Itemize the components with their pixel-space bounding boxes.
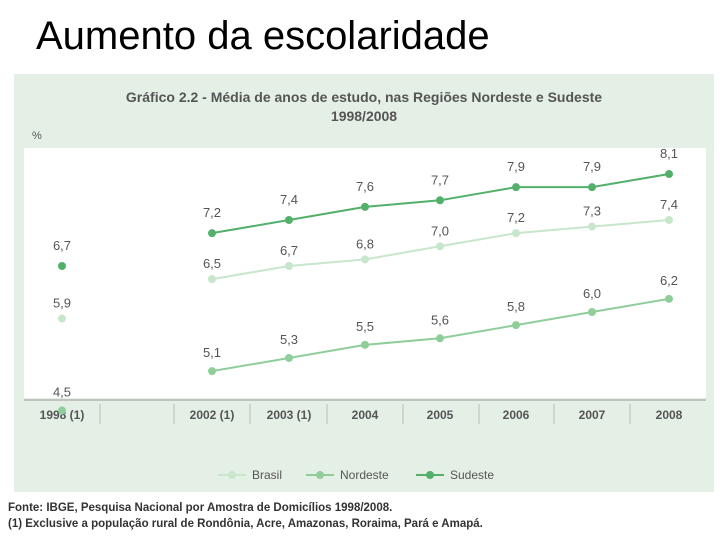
legend-label: Brasil — [252, 468, 282, 482]
data-label-sudeste: 6,7 — [53, 238, 71, 253]
data-point-nordeste — [208, 367, 216, 376]
data-point-brasil — [436, 242, 444, 251]
x-tick-label: 2003 (1) — [267, 408, 312, 422]
data-label-sudeste: 7,7 — [431, 172, 449, 187]
legend-swatch-marker — [316, 471, 324, 479]
data-label-brasil: 7,0 — [431, 223, 449, 238]
data-point-nordeste — [285, 353, 293, 362]
data-label-brasil: 7,3 — [583, 204, 601, 219]
data-point-sudeste — [58, 262, 66, 270]
data-label-brasil: 6,8 — [356, 236, 374, 251]
slide-title: Aumento da escolaridade — [36, 14, 490, 58]
x-tick-label: 2005 — [427, 408, 454, 422]
data-point-sudeste — [665, 170, 673, 179]
data-point-sudeste — [512, 183, 520, 192]
data-label-nordeste: 5,8 — [507, 299, 525, 314]
data-label-nordeste: 5,5 — [356, 319, 374, 334]
data-label-nordeste: 5,6 — [431, 312, 449, 327]
data-label-nordeste: 4,5 — [53, 385, 71, 400]
data-point-nordeste — [588, 307, 596, 316]
legend-swatch-marker — [228, 471, 236, 479]
x-tick-label: 2004 — [352, 408, 379, 422]
chart-footer: Fonte: IBGE, Pesquisa Nacional por Amost… — [8, 500, 483, 532]
data-point-brasil — [512, 229, 520, 238]
x-tick-label: 2002 (1) — [190, 408, 235, 422]
data-point-nordeste — [512, 321, 520, 330]
source-note: Fonte: IBGE, Pesquisa Nacional por Amost… — [8, 502, 393, 514]
data-label-sudeste: 7,9 — [507, 159, 525, 174]
data-label-nordeste: 5,3 — [280, 332, 298, 347]
data-label-brasil: 5,9 — [53, 296, 71, 311]
data-point-brasil — [58, 314, 66, 323]
data-point-brasil — [665, 216, 673, 225]
data-point-nordeste — [361, 340, 369, 349]
x-tick-label: 2007 — [579, 408, 606, 422]
data-point-brasil — [361, 255, 369, 264]
data-point-brasil — [208, 275, 216, 284]
data-point-sudeste — [361, 202, 369, 211]
data-label-sudeste: 8,1 — [660, 146, 678, 161]
data-point-sudeste — [285, 216, 293, 225]
data-label-sudeste: 7,9 — [583, 159, 601, 174]
data-label-nordeste: 6,2 — [660, 273, 678, 288]
data-point-brasil — [588, 222, 596, 231]
data-label-brasil: 6,5 — [203, 256, 221, 271]
data-point-brasil — [285, 262, 293, 270]
data-label-sudeste: 7,2 — [203, 205, 221, 220]
data-label-brasil: 7,2 — [507, 210, 525, 225]
data-label-brasil: 7,4 — [660, 197, 678, 212]
legend-swatch-marker — [426, 471, 434, 479]
chart-subtitle: 1998/2008 — [330, 108, 398, 124]
data-point-sudeste — [208, 229, 216, 238]
x-tick-label: 2008 — [656, 408, 683, 422]
x-tick-label: 2006 — [503, 408, 530, 422]
footnote: (1) Exclusive a população rural de Rondô… — [8, 518, 483, 530]
chart-title: Gráfico 2.2 - Média de anos de estudo, n… — [125, 89, 603, 105]
data-label-nordeste: 6,0 — [583, 286, 601, 301]
chart-title-block: Gráfico 2.2 - Média de anos de estudo, n… — [14, 88, 714, 126]
data-label-nordeste: 5,1 — [203, 345, 221, 360]
data-label-sudeste: 7,6 — [356, 179, 374, 194]
y-axis-unit: % — [32, 130, 42, 142]
x-tick-label: 1998 (1) — [40, 408, 85, 422]
data-point-sudeste — [588, 183, 596, 192]
data-point-sudeste — [436, 196, 444, 205]
data-point-nordeste — [665, 294, 673, 303]
legend-label: Sudeste — [450, 468, 494, 482]
data-label-sudeste: 7,4 — [280, 192, 298, 207]
data-label-brasil: 6,7 — [280, 243, 298, 258]
data-point-nordeste — [436, 334, 444, 343]
legend-label: Nordeste — [340, 468, 389, 482]
data-point-nordeste — [58, 406, 66, 415]
